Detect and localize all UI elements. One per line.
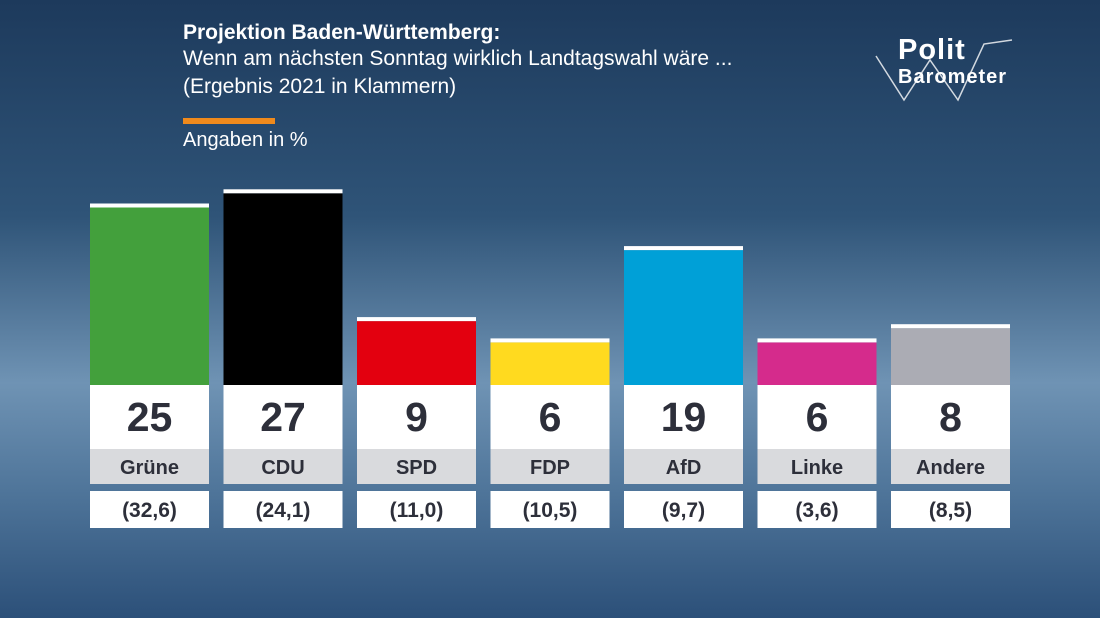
- logo-word-polit: Polit: [898, 34, 966, 66]
- value-box-afd: [624, 385, 743, 449]
- value-label-linke: 6: [806, 394, 829, 440]
- bar-cdu: [223, 193, 343, 385]
- bar-grune: [90, 207, 209, 385]
- category-label-fdp: FDP: [530, 457, 570, 479]
- category-label-linke: Linke: [791, 457, 843, 479]
- previous-label-fdp: (10,5): [523, 499, 578, 522]
- bar-cap-afd: [624, 246, 743, 251]
- category-label-cdu: CDU: [261, 457, 304, 479]
- previous-label-spd: (11,0): [390, 499, 444, 522]
- value-label-spd: 9: [405, 394, 428, 440]
- chart-subtitle-line-2: (Ergebnis 2021 in Klammern): [183, 75, 457, 98]
- previous-box-linke: [757, 491, 877, 528]
- bar-cap-fdp: [490, 338, 610, 343]
- bar-andere: [891, 328, 1010, 385]
- chart-title: Projektion Baden-Württemberg:: [183, 21, 501, 44]
- bar-afd: [624, 250, 743, 385]
- bar-cap-grune: [90, 203, 209, 208]
- value-label-fdp: 6: [539, 394, 562, 440]
- previous-box-grune: [90, 491, 209, 528]
- category-box-cdu: [223, 449, 343, 484]
- previous-label-linke: (3,6): [795, 499, 838, 522]
- category-box-grune: [90, 449, 209, 484]
- chart-subtitle-line-1: Wenn am nächsten Sonntag wirklich Landta…: [183, 47, 733, 70]
- value-label-grune: 25: [127, 394, 173, 440]
- previous-box-afd: [624, 491, 743, 528]
- category-box-andere: [891, 449, 1010, 484]
- bar-cap-linke: [757, 338, 877, 343]
- category-label-grune: Grüne: [120, 457, 179, 479]
- value-box-cdu: [223, 385, 343, 449]
- accent-bar: [183, 118, 275, 124]
- category-box-fdp: [490, 449, 610, 484]
- previous-box-andere: [891, 491, 1010, 528]
- logo-check-icon: [875, 39, 1013, 102]
- category-box-afd: [624, 449, 743, 484]
- bar-cap-cdu: [223, 189, 343, 194]
- politbarometer-logo: Polit Barometer: [872, 34, 1022, 104]
- previous-label-grune: (32,6): [122, 499, 177, 522]
- logo-word-barometer: Barometer: [898, 66, 1008, 88]
- value-box-linke: [757, 385, 877, 449]
- previous-label-cdu: (24,1): [256, 499, 311, 522]
- bar-spd: [357, 321, 476, 385]
- chart-header: Projektion Baden-Württemberg: Wenn am nä…: [183, 20, 732, 101]
- value-label-afd: 19: [661, 394, 707, 440]
- value-box-grune: [90, 385, 209, 449]
- previous-box-cdu: [223, 491, 343, 528]
- bar-linke: [757, 342, 877, 385]
- units-label: Angaben in %: [183, 129, 308, 151]
- value-box-spd: [357, 385, 476, 449]
- previous-label-andere: (8,5): [929, 499, 972, 522]
- value-box-fdp: [490, 385, 610, 449]
- bar-cap-spd: [357, 317, 476, 322]
- category-box-linke: [757, 449, 877, 484]
- previous-box-fdp: [490, 491, 610, 528]
- category-label-andere: Andere: [916, 457, 985, 479]
- bar-fdp: [490, 342, 610, 385]
- category-label-spd: SPD: [396, 457, 437, 479]
- value-box-andere: [891, 385, 1010, 449]
- category-box-spd: [357, 449, 476, 484]
- bar-cap-andere: [891, 324, 1010, 329]
- value-label-andere: 8: [939, 394, 962, 440]
- category-label-afd: AfD: [666, 457, 702, 479]
- previous-label-afd: (9,7): [662, 499, 705, 522]
- value-label-cdu: 27: [260, 394, 306, 440]
- previous-box-spd: [357, 491, 476, 528]
